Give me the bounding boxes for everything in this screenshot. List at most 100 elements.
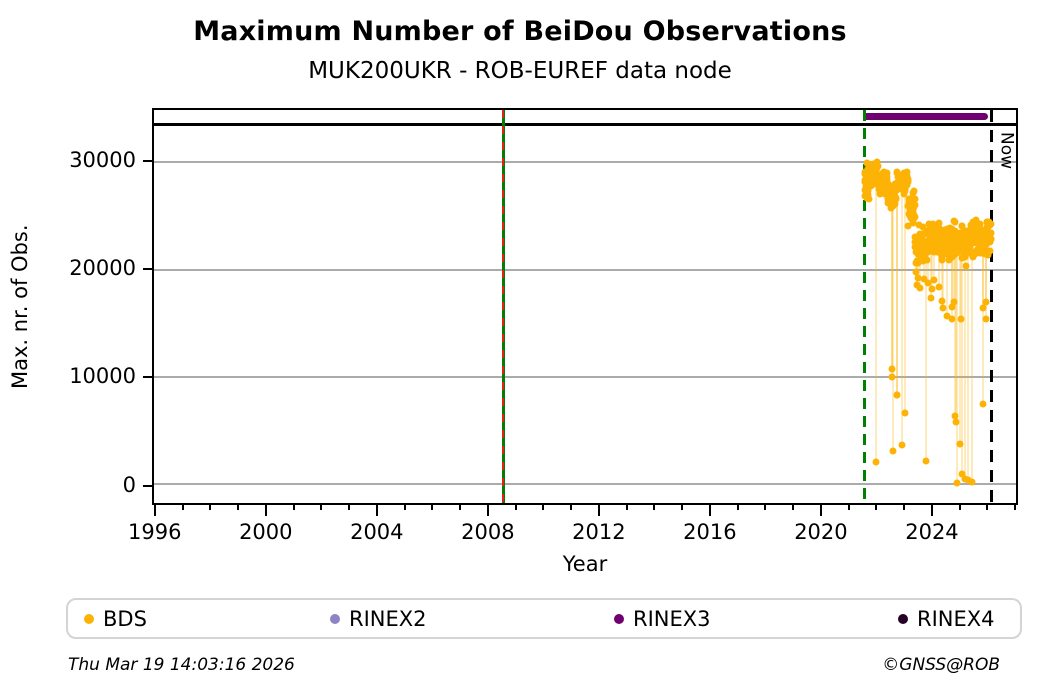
bds-outlier-point (968, 478, 976, 486)
bds-outlier-point (956, 440, 964, 448)
bds-point (972, 216, 980, 224)
bds-outlier-point (889, 447, 896, 455)
gridline (154, 161, 1016, 164)
bds-point (883, 169, 891, 177)
y-tick-label: 30000 (69, 148, 136, 172)
bds-point (864, 185, 872, 193)
outlier-stem (931, 239, 933, 289)
legend: BDS RINEX2 RINEX3 RINEX4 (66, 598, 1022, 639)
y-axis-label: Max. nr. of Obs. (8, 224, 32, 389)
bds-outlier-point (958, 470, 966, 478)
outlier-stem (896, 189, 899, 396)
bds-outlier-point (952, 418, 960, 426)
bds-point (874, 162, 882, 170)
outlier-stem (895, 189, 898, 395)
bds-marker-icon (84, 613, 94, 624)
bds-point (951, 218, 959, 226)
gridline (154, 375, 1016, 378)
y-tick (143, 268, 152, 271)
x-tick-minor (736, 505, 739, 510)
x-tick-label: 1996 (128, 520, 182, 544)
y-tick (143, 160, 152, 162)
outlier-stem (946, 239, 949, 316)
bds-outlier-point (898, 441, 906, 449)
y-tick-label: 0 (122, 472, 136, 497)
data-start-line-green-dashed (862, 110, 866, 503)
bds-point (911, 195, 919, 203)
legend-label: RINEX3 (633, 606, 711, 631)
outlier-stem (955, 239, 958, 423)
outlier-stem (929, 239, 932, 299)
x-tick-minor (431, 505, 434, 510)
legend-label: RINEX2 (349, 606, 427, 631)
now-label: Now (996, 132, 1016, 170)
bds-point (935, 219, 943, 227)
x-tick-minor (903, 505, 906, 510)
outlier-stem (981, 239, 984, 309)
x-axis-label: Year (562, 552, 608, 576)
rinex3-marker-icon (614, 613, 624, 624)
outlier-stem (953, 239, 956, 302)
bds-point (876, 190, 884, 198)
x-tick-minor (181, 505, 184, 510)
bds-outlier-point (964, 476, 972, 484)
outlier-stem (901, 189, 904, 445)
legend-item-rinex3: RINEX3 (614, 600, 711, 637)
x-tick-label: 2004 (350, 520, 404, 544)
x-tick-minor (570, 505, 573, 510)
bds-point (987, 235, 995, 243)
bds-point (910, 187, 918, 195)
bds-outlier-point (979, 400, 987, 408)
gridline (154, 268, 1016, 271)
bds-outlier-point (920, 275, 928, 283)
bds-point (976, 220, 984, 228)
plot-canvas: Now (154, 110, 1016, 503)
bds-point (873, 158, 881, 166)
outlier-stem (940, 239, 943, 301)
bds-outlier-point (888, 373, 896, 381)
bds-point (903, 168, 911, 175)
bds-outlier-point (914, 274, 922, 282)
bds-outlier-point (982, 315, 990, 323)
bds-outlier-point (928, 285, 936, 293)
outlier-stem (964, 239, 967, 479)
bds-point (919, 257, 927, 265)
bds-point (923, 256, 931, 264)
x-tick-minor (986, 505, 989, 510)
x-tick-minor (1014, 505, 1017, 510)
bds-outlier-point (982, 298, 990, 306)
bds-outlier-point (979, 304, 987, 312)
x-tick-minor (209, 505, 212, 510)
y-tick (143, 376, 152, 379)
x-tick-label: 2012 (572, 520, 626, 544)
legend-item-rinex2: RINEX2 (330, 600, 427, 637)
bds-point (904, 176, 912, 184)
bds-outlier-point (888, 365, 896, 373)
x-tick-minor (459, 505, 462, 510)
bds-point (911, 213, 919, 221)
bds-point (937, 250, 945, 258)
x-tick-label: 2020 (794, 520, 848, 544)
x-tick-minor (764, 505, 767, 510)
outlier-stem (891, 189, 894, 452)
bds-outlier-point (872, 458, 880, 466)
bds-point (863, 159, 871, 167)
bds-outlier-point (927, 294, 935, 302)
x-tick-minor (681, 505, 684, 510)
outlier-stem (960, 239, 963, 475)
x-tick-minor (653, 505, 656, 510)
rinex2-marker-icon (330, 613, 340, 624)
gridline (154, 482, 1016, 485)
y-tick-label: 20000 (69, 256, 136, 281)
x-tick-major (153, 505, 156, 516)
bds-point (958, 222, 966, 230)
x-tick-major (819, 505, 822, 516)
x-tick-minor (847, 505, 850, 510)
bds-outlier-point (943, 312, 951, 320)
copyright-credit: ©GNSS@ROB (882, 655, 1000, 675)
bds-point (938, 256, 946, 264)
x-tick-major (375, 505, 378, 516)
outlier-stem (958, 239, 961, 444)
x-tick-label: 2024 (905, 520, 959, 544)
outlier-stem (950, 239, 953, 308)
